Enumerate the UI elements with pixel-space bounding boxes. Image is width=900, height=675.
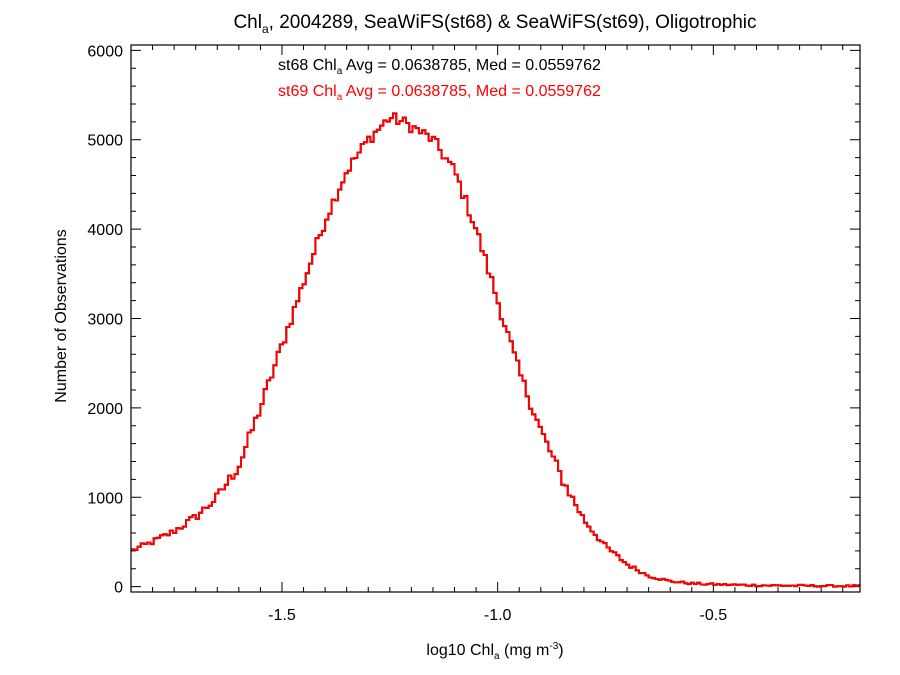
histogram-series <box>131 112 860 588</box>
y-axis-label: Number of Observations <box>53 229 70 402</box>
st69-stats-label: st69 Chla Avg = 0.0638785, Med = 0.05597… <box>278 83 601 103</box>
y-tick-label: 5000 <box>87 133 123 150</box>
y-tick-label: 1000 <box>87 490 123 507</box>
y-tick-label: 0 <box>114 580 123 597</box>
y-tick-label: 6000 <box>87 43 123 60</box>
chart-title: Chla, 2004289, SeaWiFS(st68) & SeaWiFS(s… <box>233 12 756 36</box>
x-tick-label: -0.5 <box>700 607 728 624</box>
y-tick-label: 2000 <box>87 401 123 418</box>
axis-ticks: -1.5 -1.0 -0.5 0 1000 2000 3000 4000 5000 6000 <box>87 43 860 624</box>
y-tick-label: 4000 <box>87 222 123 239</box>
series-st69-histogram <box>131 112 860 588</box>
plot-frame <box>130 44 861 593</box>
y-tick-label: 3000 <box>87 312 123 329</box>
x-tick-label: -1.0 <box>484 607 512 624</box>
x-axis-label: log10 Chla (mg m-3) <box>426 641 563 662</box>
st68-stats-label: st68 Chla Avg = 0.0638785, Med = 0.05597… <box>278 57 601 77</box>
x-tick-label: -1.5 <box>268 607 296 624</box>
